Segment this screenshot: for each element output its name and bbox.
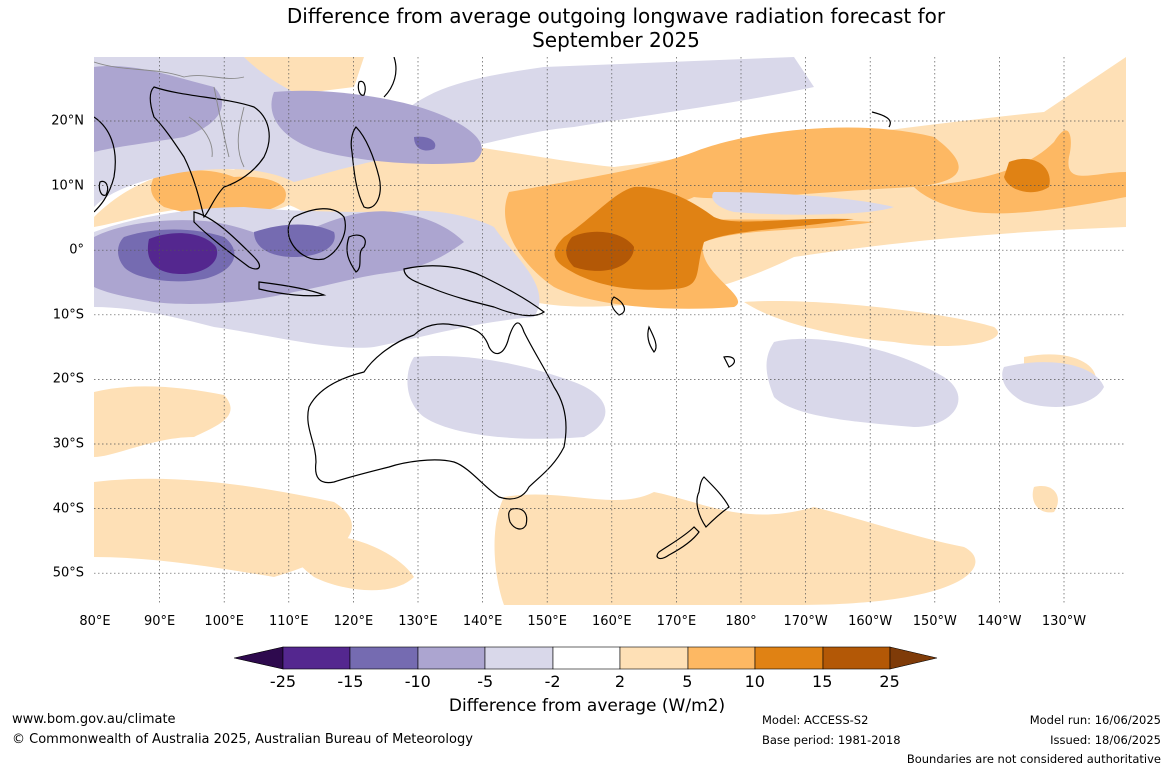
latitude-label: 0° xyxy=(69,242,84,258)
new-zealand-south-island xyxy=(656,526,700,560)
colorbar-bin-minus2-2 xyxy=(552,646,621,670)
longitude-label: 180° xyxy=(725,614,757,629)
philippines-coastline xyxy=(350,126,381,209)
borneo-coastline xyxy=(287,208,346,261)
footer-issued: Issued: 18/06/2025 xyxy=(1050,733,1161,747)
longitude-label: 160°W xyxy=(848,614,893,629)
colorbar-bin-minus15-minus10 xyxy=(349,646,419,670)
colorbar-bin-minus5-minus2 xyxy=(484,646,554,670)
longitude-label: 120°E xyxy=(333,614,374,629)
title-line-2: September 2025 xyxy=(532,28,700,52)
latitude-label: 10°S xyxy=(52,307,84,323)
olr-anomaly-map xyxy=(94,57,1126,605)
footer-base-period: Base period: 1981-2018 xyxy=(762,733,901,747)
india-coastline xyxy=(94,116,116,213)
latitude-label: 50°S xyxy=(52,565,84,581)
colorbar-low-extension xyxy=(233,646,284,670)
latitude-label: 20°S xyxy=(52,371,84,387)
longitude-label: 130°E xyxy=(398,614,438,629)
title-line-1: Difference from average outgoing longwav… xyxy=(286,4,946,28)
colorbar xyxy=(233,646,938,674)
taiwan-coastline xyxy=(357,80,366,96)
colorbar-tick-label: -15 xyxy=(337,672,364,691)
indochina-coastline xyxy=(149,86,270,219)
footer-copyright: © Commonwealth of Australia 2025, Austra… xyxy=(12,732,473,747)
colorbar-bin-minus10-minus5 xyxy=(417,646,486,670)
anomaly-minus25-to-minus15-regions xyxy=(147,233,218,275)
tasmania-coastline xyxy=(508,507,528,530)
new-guinea-coastline xyxy=(403,265,546,317)
latitude-label: 40°S xyxy=(52,501,84,517)
colorbar-bin-5-10 xyxy=(687,646,756,670)
graticule xyxy=(94,57,1126,605)
longitude-label: 170°W xyxy=(783,614,828,629)
colorbar-tick-label: 15 xyxy=(812,672,833,691)
new-zealand-north-island xyxy=(696,476,730,528)
longitude-label: 140°E xyxy=(462,614,503,629)
sri-lanka-coastline xyxy=(98,180,109,196)
longitude-label: 140°W xyxy=(977,614,1022,629)
longitude-label: 100°E xyxy=(204,614,244,629)
coastlines xyxy=(94,57,891,560)
colorbar-tick-label: -2 xyxy=(544,672,561,691)
colorbar-tick-label: 25 xyxy=(879,672,900,691)
longitude-label: 80°E xyxy=(79,614,111,629)
java-coastline xyxy=(258,281,327,297)
footer-model-run: Model run: 16/06/2025 xyxy=(1029,713,1161,727)
colorbar-tick-label: -5 xyxy=(477,672,494,691)
longitude-label: 150°E xyxy=(527,614,567,629)
footer-website: www.bom.gov.au/climate xyxy=(12,712,176,727)
longitude-label: 130°W xyxy=(1041,614,1087,629)
map-title: Difference from average outgoing longwav… xyxy=(0,4,1173,52)
sulawesi-coastline xyxy=(346,234,366,273)
anomaly-15-to-25-regions xyxy=(566,231,634,271)
colorbar-tick-label: -25 xyxy=(269,672,297,691)
australia-coastline xyxy=(307,322,567,500)
footer-disclaimer: Boundaries are not considered authoritat… xyxy=(906,752,1161,766)
colorbar-bin-10-15 xyxy=(754,646,824,670)
longitude-label: 110°E xyxy=(269,614,309,629)
colorbar-bin-minus25-minus15 xyxy=(282,646,351,670)
colorbar-high-extension xyxy=(889,646,938,670)
colorbar-tick-label: 5 xyxy=(682,672,693,691)
footer-model: Model: ACCESS-S2 xyxy=(762,713,869,727)
colorbar-tick-label: 10 xyxy=(744,672,765,691)
latitude-label: 30°S xyxy=(52,436,84,452)
japan-coastline xyxy=(383,57,397,98)
colorbar-tick-label: 2 xyxy=(614,672,626,691)
colorbar-bin-2-5 xyxy=(619,646,689,670)
latitude-label: 10°N xyxy=(51,178,84,194)
latitude-label: 20°N xyxy=(51,113,84,129)
sumatra-coastline xyxy=(193,211,261,270)
longitude-label: 90°E xyxy=(143,614,176,629)
longitude-label: 150°W xyxy=(912,614,957,629)
longitude-label: 170°E xyxy=(656,614,697,629)
anomaly-10-to-15-regions xyxy=(554,158,1050,290)
colorbar-tick-label: -10 xyxy=(404,672,431,691)
colorbar-title: Difference from average (W/m2) xyxy=(448,696,726,716)
longitude-label: 160°E xyxy=(592,614,632,629)
colorbar-bin-15-25 xyxy=(822,646,891,670)
